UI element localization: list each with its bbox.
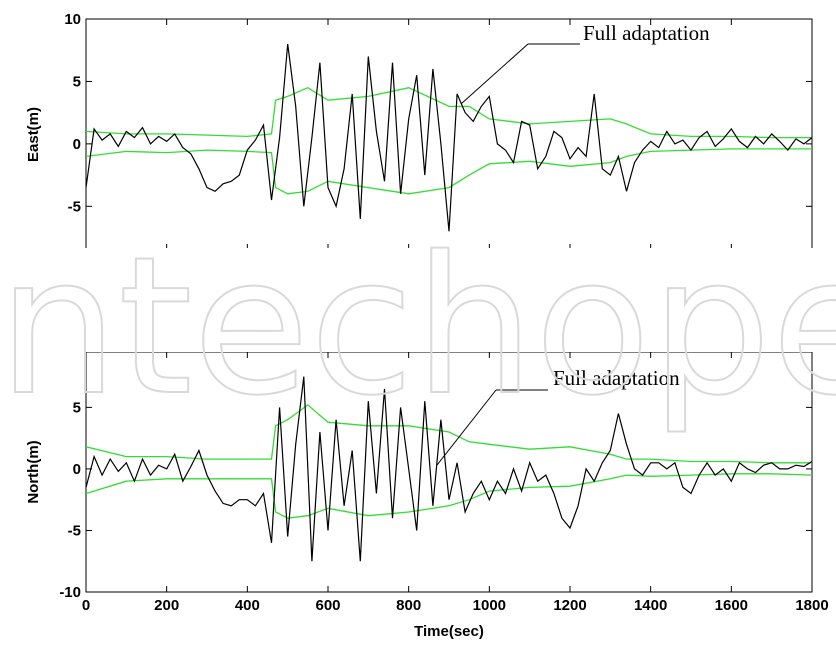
east-ytick-label: 10 xyxy=(64,11,81,28)
east-ytick-label: 0 xyxy=(73,136,81,153)
intechopen-watermark: intechopen xyxy=(0,215,836,438)
east-annotation-arrow xyxy=(460,43,529,105)
north-xlabel: Time(sec) xyxy=(414,623,484,640)
east-ylabel: East(m) xyxy=(25,107,42,162)
north-xtick-label: 1200 xyxy=(553,597,586,614)
north-ytick-label: 0 xyxy=(73,461,81,478)
north-xtick-label: 800 xyxy=(396,597,421,614)
north-series-group xyxy=(86,376,812,562)
north-xtick-label: 1800 xyxy=(795,597,828,614)
north-xtick-label: 600 xyxy=(315,597,340,614)
north-ylabel: North(m) xyxy=(25,440,42,503)
north-ytick-label: -5 xyxy=(68,522,81,539)
east-series-group xyxy=(86,43,812,232)
north-bound-line xyxy=(86,404,812,464)
east-bound-line xyxy=(86,86,812,139)
north-ytick-label: -10 xyxy=(59,584,81,601)
north-xtick-label: 400 xyxy=(235,597,260,614)
east-error-line xyxy=(86,43,812,232)
east-bound-line xyxy=(86,148,812,195)
east-ytick-label: -5 xyxy=(68,198,81,215)
east-ytick-label: 5 xyxy=(73,73,81,90)
east-plot: -5 0 5 10 East(m) Full adaptation xyxy=(25,11,813,251)
north-plot: -10 -5 0 5 0 200 400 600 800 1000 1200 1400 1600 1800… xyxy=(25,351,829,640)
east-annotation-text: Full adaptation xyxy=(583,21,710,45)
north-xtick-label: 1400 xyxy=(634,597,667,614)
north-annotation-arrow xyxy=(436,389,497,466)
north-xtick-label: 1600 xyxy=(715,597,748,614)
north-bound-line xyxy=(86,473,812,519)
north-xtick-label: 0 xyxy=(82,597,90,614)
north-error-line xyxy=(86,376,812,562)
watermark-logo-text: intechopen xyxy=(0,216,836,437)
north-xtick-label: 200 xyxy=(154,597,179,614)
north-xtick-label: 1000 xyxy=(473,597,506,614)
north-ytick-label: 5 xyxy=(73,399,81,416)
north-annotation-text: Full adaptation xyxy=(553,366,680,390)
